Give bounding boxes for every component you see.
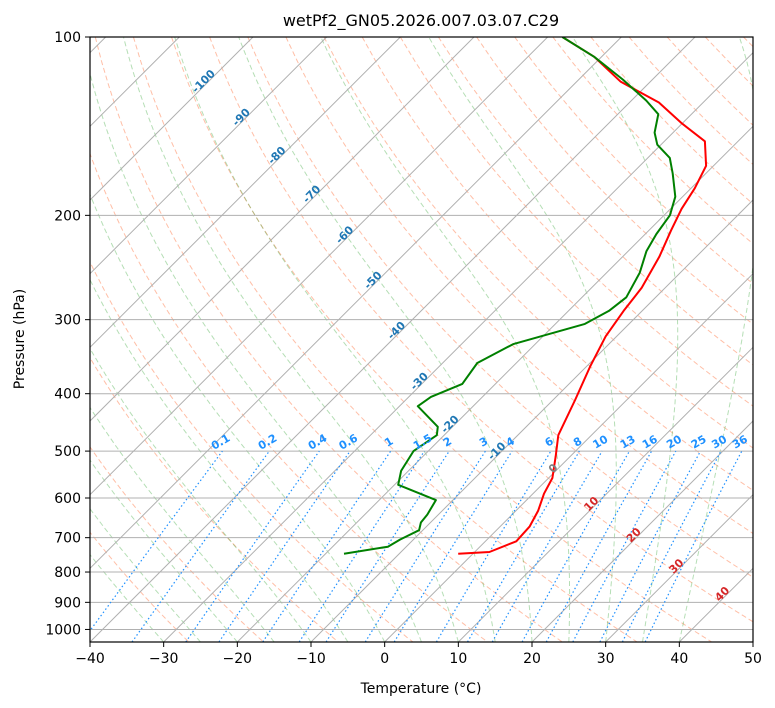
moist-adiabat-line: [90, 193, 386, 642]
mixing-ratio-line: [262, 450, 392, 642]
isotherm-line: [531, 420, 753, 642]
moist-adiabat-line: [572, 37, 679, 642]
x-tick-label: 50: [744, 651, 762, 667]
x-tick-label: 30: [597, 651, 615, 667]
y-tick-label: 1000: [45, 622, 81, 638]
isotherm-line: [605, 493, 753, 642]
moist-adiabat-line: [320, 37, 571, 642]
moist-adiabat-line: [90, 278, 349, 642]
dry-adiabat-line: [90, 152, 488, 642]
isotherm-line: [236, 125, 753, 642]
x-tick-label: 10: [449, 651, 467, 667]
dry-adiabat-line: [285, 37, 753, 535]
x-tick-label: −40: [75, 651, 105, 667]
dry-adiabat-line: [476, 37, 753, 325]
moist-adiabats: [90, 37, 753, 642]
mixing-ratio-line: [572, 450, 677, 642]
mixing-ratio-line: [131, 450, 270, 642]
isotherm-line: [90, 37, 401, 349]
mixing-ratio-line: [185, 450, 320, 642]
chart-title: wetPf2_GN05.2026.007.03.07.C29: [283, 11, 559, 31]
dry-adiabat-line: [323, 37, 753, 491]
isotherm-line: [90, 37, 549, 496]
mixing-ratio-line: [298, 450, 425, 642]
dry-adiabats: [90, 37, 753, 642]
isotherm-line: [457, 346, 753, 642]
dry-adiabat-line: [399, 37, 753, 407]
isotherm-line: [90, 37, 622, 570]
y-tick-label: 300: [54, 313, 81, 329]
mixing-ratio-line: [545, 450, 653, 642]
mixing-ratio-line: [521, 450, 631, 642]
y-tick-label: 900: [54, 595, 81, 611]
moist-adiabat-line: [238, 37, 533, 642]
dewpoint-profile: [343, 37, 677, 555]
y-tick-label: 400: [54, 387, 81, 403]
mixing-ratio-line: [90, 450, 223, 632]
dry-adiabat-line: [209, 37, 753, 623]
moist-adiabat-line: [678, 37, 753, 642]
y-tick-label: 700: [54, 531, 81, 547]
dry-adiabat-line: [171, 37, 712, 642]
y-tick-label: 500: [54, 444, 81, 460]
dry-adiabat-line: [514, 37, 753, 285]
x-tick-label: −30: [149, 651, 179, 667]
plot-frame: [89, 36, 754, 643]
temperature-profile: [458, 37, 708, 555]
y-tick-label: 800: [54, 565, 81, 581]
isotherm-line: [90, 37, 254, 201]
dry-adiabat-line: [90, 446, 264, 642]
y-tick-label: 100: [54, 30, 81, 46]
moist-adiabat-line: [90, 459, 238, 642]
mixing-ratio-line: [393, 450, 513, 642]
dry-adiabat-line: [132, 37, 638, 642]
dry-adiabat-line: [437, 37, 753, 366]
y-axis-label: Pressure (hPa): [12, 289, 28, 389]
x-tick-label: −20: [223, 651, 253, 667]
x-tick-label: −10: [296, 651, 326, 667]
mixing-ratio-line: [325, 450, 450, 642]
moist-adiabat-line: [174, 37, 496, 642]
dry-adiabat-line: [90, 356, 339, 642]
mixing-ratio-line: [218, 450, 351, 642]
mixing-ratio-lines: [90, 450, 743, 642]
x-tick-label: 20: [523, 651, 541, 667]
isotherm-line: [90, 37, 328, 275]
isotherm-line: [384, 272, 753, 642]
dry-adiabat-line: [247, 37, 753, 578]
dry-adiabat-line: [90, 531, 190, 642]
isotherm-line: [90, 37, 475, 422]
isotherm-line: [163, 51, 753, 642]
x-tick-label: 40: [670, 651, 688, 667]
y-tick-label: 600: [54, 491, 81, 507]
skewed-isotherms: [90, 37, 753, 642]
dry-adiabat-line: [94, 37, 563, 642]
isotherm-line: [310, 199, 753, 642]
moist-adiabat-line: [428, 37, 617, 642]
moist-adiabat-line: [90, 406, 275, 642]
dry-adiabat-line: [90, 260, 414, 642]
x-axis-ticks: −40 −30 −20 −10 0 10 20 30 40 50: [75, 642, 762, 667]
profile-series: [343, 37, 708, 555]
isotherm-line: [90, 37, 696, 642]
x-axis-label: Temperature (°C): [360, 681, 482, 697]
mixing-ratio-line: [644, 450, 743, 642]
y-tick-label: 200: [54, 208, 81, 224]
moist-adiabat-line: [123, 37, 459, 642]
y-axis-ticks: 100 200 300 400 500 600 700 800 900 1000: [45, 30, 90, 638]
x-tick-label: 0: [380, 651, 389, 667]
